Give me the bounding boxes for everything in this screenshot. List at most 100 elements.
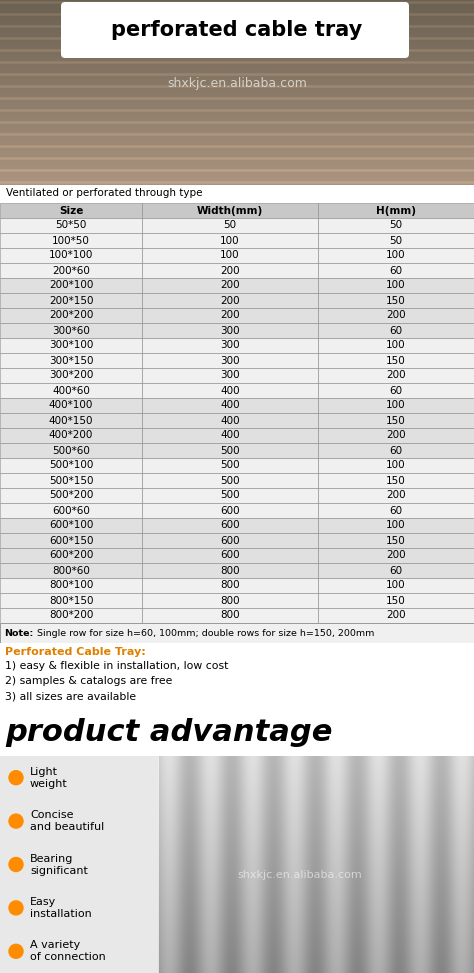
Bar xyxy=(318,368,474,383)
Bar xyxy=(0,503,142,518)
Text: 100: 100 xyxy=(386,460,406,471)
Text: 300: 300 xyxy=(220,371,240,380)
Bar xyxy=(142,278,318,293)
Text: 500: 500 xyxy=(220,490,240,500)
Bar xyxy=(142,503,318,518)
Bar xyxy=(318,443,474,458)
Bar xyxy=(0,398,142,413)
Text: 150: 150 xyxy=(386,476,406,486)
Bar xyxy=(318,203,474,218)
Text: 300*100: 300*100 xyxy=(49,341,93,350)
Bar xyxy=(318,413,474,428)
Text: Ventilated or perforated through type: Ventilated or perforated through type xyxy=(6,188,202,198)
Text: 800: 800 xyxy=(220,581,240,591)
Text: 100: 100 xyxy=(220,235,240,245)
Text: 200: 200 xyxy=(386,551,406,560)
Text: A variety
of connection: A variety of connection xyxy=(30,940,106,962)
Bar xyxy=(142,413,318,428)
Bar xyxy=(142,608,318,623)
Bar xyxy=(0,233,142,248)
Bar xyxy=(0,323,142,338)
Bar xyxy=(318,323,474,338)
Text: 60: 60 xyxy=(389,266,402,275)
Bar xyxy=(0,473,142,488)
Text: 400: 400 xyxy=(220,401,240,411)
Text: 200: 200 xyxy=(220,266,240,275)
Circle shape xyxy=(9,901,23,915)
Text: Light
weight: Light weight xyxy=(30,767,68,789)
Text: perforated cable tray: perforated cable tray xyxy=(111,20,363,40)
Text: Bearing
significant: Bearing significant xyxy=(30,853,88,876)
Bar xyxy=(0,293,142,308)
Bar xyxy=(318,383,474,398)
Bar xyxy=(0,353,142,368)
Bar xyxy=(142,563,318,578)
Text: Perforated Cable Tray:: Perforated Cable Tray: xyxy=(5,647,146,657)
Bar xyxy=(0,563,142,578)
Text: 500: 500 xyxy=(220,476,240,486)
Bar xyxy=(318,458,474,473)
Text: 100: 100 xyxy=(386,521,406,530)
Text: 600*100: 600*100 xyxy=(49,521,93,530)
Text: 500: 500 xyxy=(220,460,240,471)
Bar xyxy=(142,308,318,323)
Bar xyxy=(142,533,318,548)
Bar xyxy=(142,203,318,218)
Circle shape xyxy=(9,857,23,872)
Bar xyxy=(142,548,318,563)
Bar xyxy=(0,443,142,458)
Text: 200: 200 xyxy=(386,490,406,500)
Text: 200: 200 xyxy=(386,371,406,380)
Bar xyxy=(318,578,474,593)
Bar xyxy=(0,338,142,353)
Text: 200: 200 xyxy=(386,430,406,441)
Bar xyxy=(318,473,474,488)
Text: 300: 300 xyxy=(220,355,240,366)
Bar xyxy=(318,278,474,293)
Bar xyxy=(142,383,318,398)
Bar xyxy=(318,263,474,278)
Bar xyxy=(142,368,318,383)
Text: 150: 150 xyxy=(386,355,406,366)
Bar xyxy=(318,533,474,548)
Text: 800*200: 800*200 xyxy=(49,610,93,621)
Text: 800*60: 800*60 xyxy=(52,565,90,575)
Text: 60: 60 xyxy=(389,446,402,455)
Text: 400: 400 xyxy=(220,430,240,441)
Text: shxkjc.en.alibaba.com: shxkjc.en.alibaba.com xyxy=(167,77,307,90)
Bar xyxy=(318,398,474,413)
Bar xyxy=(318,293,474,308)
Text: Single row for size h=60, 100mm; double rows for size h=150, 200mm: Single row for size h=60, 100mm; double … xyxy=(34,629,374,637)
Bar xyxy=(318,593,474,608)
Text: 300: 300 xyxy=(220,341,240,350)
Text: Note:: Note: xyxy=(4,629,33,637)
Bar xyxy=(0,593,142,608)
Bar xyxy=(142,473,318,488)
Text: H(mm): H(mm) xyxy=(376,205,416,215)
Text: 200: 200 xyxy=(220,310,240,320)
Text: 50: 50 xyxy=(389,235,402,245)
Text: 2) samples & catalogs are free: 2) samples & catalogs are free xyxy=(5,676,173,686)
Text: 60: 60 xyxy=(389,506,402,516)
Text: 150: 150 xyxy=(386,535,406,546)
Bar xyxy=(318,218,474,233)
Bar xyxy=(0,263,142,278)
Text: 100: 100 xyxy=(386,401,406,411)
Circle shape xyxy=(9,945,23,958)
Text: 200*100: 200*100 xyxy=(49,280,93,291)
Bar xyxy=(142,233,318,248)
Text: 800: 800 xyxy=(220,610,240,621)
Bar xyxy=(318,488,474,503)
Bar xyxy=(0,533,142,548)
Text: product advantage: product advantage xyxy=(5,718,332,747)
Text: 200: 200 xyxy=(386,310,406,320)
Bar xyxy=(0,518,142,533)
Bar xyxy=(142,488,318,503)
Text: 600: 600 xyxy=(220,521,240,530)
Circle shape xyxy=(9,771,23,784)
Text: 50: 50 xyxy=(223,221,237,231)
Text: 60: 60 xyxy=(389,385,402,395)
Text: 300*150: 300*150 xyxy=(49,355,93,366)
Text: Easy
installation: Easy installation xyxy=(30,897,92,919)
Bar xyxy=(0,203,142,218)
